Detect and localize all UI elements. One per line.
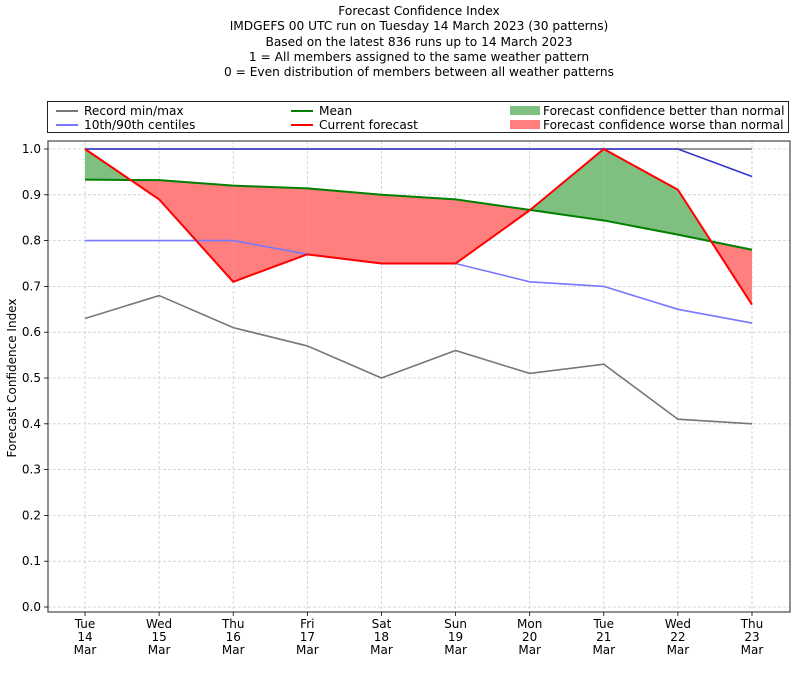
y-tick-label: 0.1 <box>22 554 41 568</box>
x-tick-label: Mar <box>518 643 541 657</box>
x-tick-label: 15 <box>151 630 166 644</box>
legend-item-better: Forecast confidence better than normal <box>510 103 784 118</box>
y-tick-label: 0.3 <box>22 463 41 477</box>
x-tick-label: 17 <box>300 630 315 644</box>
legend-label-record: Record min/max <box>84 103 184 118</box>
x-axis: Tue14MarWed15MarThu16MarFri17MarSat18Mar… <box>74 612 764 657</box>
y-tick-label: 0.5 <box>22 371 41 385</box>
x-tick-label: Thu <box>221 617 245 631</box>
x-tick-label: 23 <box>744 630 759 644</box>
y-tick-label: 0.0 <box>22 600 41 614</box>
x-tick-label: Mar <box>592 643 615 657</box>
fill-worse-than-normal <box>307 188 382 264</box>
series-line-mean <box>84 178 753 251</box>
legend-item-centiles: 10th/90th centiles <box>56 117 195 132</box>
x-tick-label: Mar <box>296 643 319 657</box>
legend-swatch-record <box>56 109 78 112</box>
x-tick-label: 19 <box>448 630 463 644</box>
fill-better-than-normal <box>603 149 678 235</box>
x-tick-label: Tue <box>74 617 96 631</box>
series-line-current-forecast <box>84 147 753 306</box>
fill-better-than-normal <box>530 149 604 221</box>
fill-worse-than-normal <box>233 185 308 282</box>
x-tick-label: 16 <box>226 630 241 644</box>
x-tick-label: Wed <box>665 617 691 631</box>
fill-worse-than-normal <box>381 194 456 264</box>
series-line-90th-centile <box>85 148 753 178</box>
y-tick-label: 0.9 <box>22 188 41 202</box>
y-axis-label: Forecast Confidence Index <box>5 299 19 458</box>
x-tick-label: Sat <box>372 617 392 631</box>
y-tick-label: 0.7 <box>22 279 41 293</box>
chart-legend: Record min/max 10th/90th centiles Mean C… <box>47 101 789 133</box>
legend-item-worse: Forecast confidence worse than normal <box>510 117 783 132</box>
legend-label-better: Forecast confidence better than normal <box>543 103 785 118</box>
y-tick-label: 0.4 <box>22 417 41 431</box>
y-tick-label: 0.6 <box>22 325 41 339</box>
x-tick-label: 20 <box>522 630 537 644</box>
y-tick-label: 0.8 <box>22 234 41 248</box>
legend-swatch-better <box>510 106 540 115</box>
legend-swatch-centiles <box>56 123 78 126</box>
x-tick-label: Tue <box>593 617 615 631</box>
x-tick-label: Mar <box>667 643 690 657</box>
chart-subtitle-3: 1 = All members assigned to the same wea… <box>248 49 590 64</box>
legend-label-centiles: 10th/90th centiles <box>84 117 196 132</box>
x-tick-label: Mar <box>370 643 393 657</box>
x-tick-label: 22 <box>670 630 685 644</box>
x-tick-label: Mar <box>222 643 245 657</box>
legend-swatch-mean <box>291 109 313 112</box>
fill-worse-than-normal <box>455 199 530 264</box>
x-tick-label: Mar <box>148 643 171 657</box>
legend-label-current: Current forecast <box>319 117 418 132</box>
x-tick-label: Sun <box>444 617 467 631</box>
chart-titles: Forecast Confidence Index IMDGEFS 00 UTC… <box>0 4 800 80</box>
x-tick-label: Fri <box>300 617 314 631</box>
x-tick-label: Mar <box>74 643 97 657</box>
chart-subtitle-2: Based on the latest 836 runs up to 14 Ma… <box>265 34 573 49</box>
legend-item-mean: Mean <box>291 103 352 118</box>
legend-item-current: Current forecast <box>291 117 418 132</box>
series-line-record-min <box>84 294 753 425</box>
x-tick-label: 14 <box>77 630 92 644</box>
legend-label-worse: Forecast confidence worse than normal <box>543 117 784 132</box>
x-tick-label: Mar <box>741 643 764 657</box>
series-lines <box>84 147 753 425</box>
y-tick-label: 1.0 <box>22 142 41 156</box>
x-tick-label: Mon <box>517 617 542 631</box>
x-tick-label: 18 <box>374 630 389 644</box>
chart-subtitle-4: 0 = Even distribution of members between… <box>223 65 615 80</box>
legend-swatch-worse <box>510 120 540 129</box>
x-tick-label: Wed <box>146 617 172 631</box>
legend-swatch-current <box>291 123 313 126</box>
chart-title: Forecast Confidence Index <box>338 4 500 18</box>
fill-worse-than-normal <box>159 180 234 282</box>
legend-item-record: Record min/max <box>56 103 184 118</box>
x-tick-label: 21 <box>596 630 611 644</box>
plot-frame <box>47 140 791 613</box>
x-tick-label: Thu <box>740 617 764 631</box>
y-axis: 0.0 0.1 0.2 0.3 0.4 0.5 0.6 0.7 0.8 0.9 1.0 <box>22 142 48 614</box>
chart-subtitle-1: IMDGEFS 00 UTC run on Tuesday 14 March 2… <box>229 19 609 34</box>
x-tick-label: Mar <box>444 643 467 657</box>
legend-label-mean: Mean <box>319 103 353 118</box>
y-tick-label: 0.2 <box>22 508 41 522</box>
